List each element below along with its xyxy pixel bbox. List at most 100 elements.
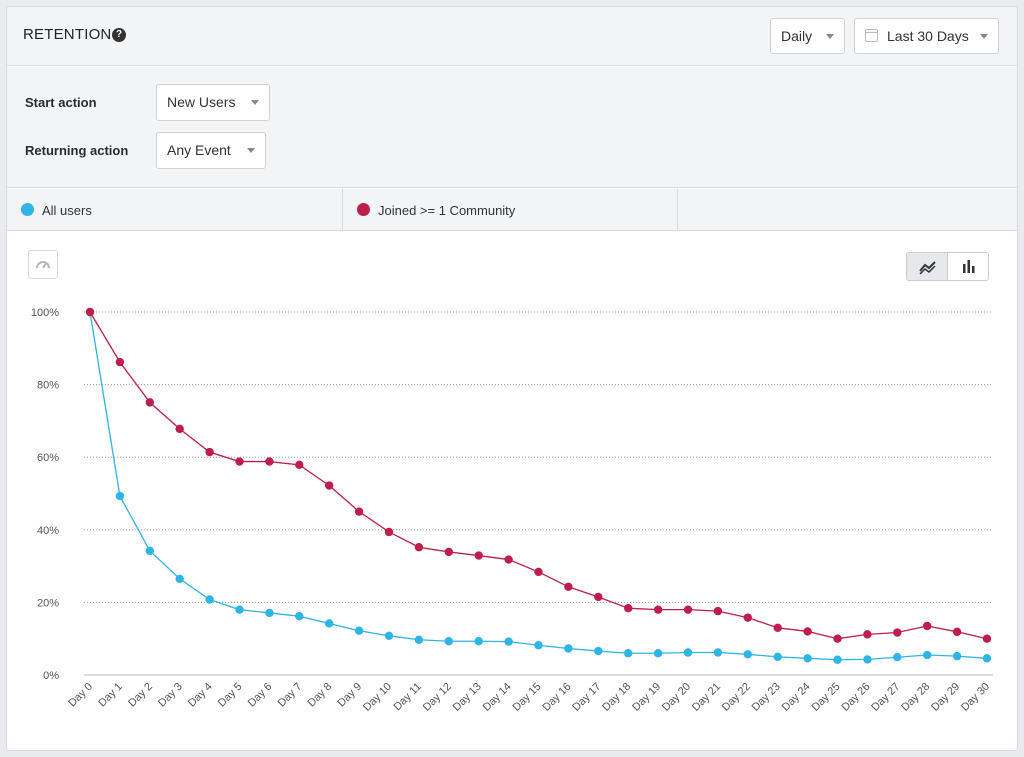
- x-tick-label: Day 7: [276, 681, 305, 710]
- data-point-joined-community: [713, 606, 723, 616]
- bar-chart-icon: [963, 260, 975, 273]
- x-tick-label: Day 11: [391, 681, 424, 714]
- data-point-all-users: [325, 619, 334, 628]
- data-point-joined-community: [624, 604, 633, 613]
- legend-item-all-users[interactable]: All users: [7, 189, 343, 231]
- y-tick-label: 60%: [37, 452, 59, 464]
- data-point-joined-community: [653, 605, 663, 614]
- gauge-button[interactable]: [28, 250, 58, 279]
- chart-type-toggle: [906, 252, 989, 281]
- panel-header: RETENTION ? Daily Last 30 Days: [7, 7, 1017, 66]
- bar-chart-button[interactable]: [948, 253, 988, 280]
- x-tick-label: Day 14: [481, 681, 514, 714]
- chevron-down-icon: [247, 148, 255, 153]
- data-point-all-users: [295, 611, 304, 621]
- data-point-all-users: [384, 631, 394, 640]
- data-point-all-users: [414, 635, 424, 644]
- interval-dropdown[interactable]: Daily: [770, 18, 845, 54]
- x-tick-label: Day 23: [750, 681, 783, 714]
- data-point-all-users: [833, 655, 842, 664]
- start-action-label: Start action: [25, 95, 97, 110]
- chevron-down-icon: [826, 34, 834, 39]
- data-point-all-users: [504, 637, 513, 646]
- data-point-joined-community: [773, 623, 782, 633]
- x-tick-label: Day 2: [126, 681, 155, 710]
- legend-item-joined-community[interactable]: Joined >= 1 Community: [343, 189, 678, 231]
- data-point-all-users: [893, 653, 902, 662]
- data-point-all-users: [444, 637, 453, 646]
- x-tick-label: Day 1: [96, 681, 125, 710]
- data-point-all-users: [713, 648, 723, 657]
- legend-label: Joined >= 1 Community: [378, 203, 516, 218]
- date-range-dropdown[interactable]: Last 30 Days: [854, 18, 999, 54]
- data-point-joined-community: [354, 507, 364, 516]
- x-tick-label: Day 24: [780, 681, 813, 714]
- line-chart-icon: [919, 261, 936, 275]
- returning-action-dropdown[interactable]: Any Event: [156, 132, 266, 169]
- data-point-joined-community: [175, 424, 184, 434]
- start-action-dropdown[interactable]: New Users: [156, 84, 270, 121]
- x-tick-label: Day 3: [156, 681, 185, 710]
- data-point-joined-community: [683, 605, 693, 614]
- data-point-joined-community: [235, 457, 244, 466]
- x-tick-label: Day 18: [600, 681, 633, 714]
- y-tick-label: 0%: [43, 670, 59, 682]
- x-tick-label: Day 20: [660, 681, 693, 714]
- data-point-joined-community: [265, 457, 274, 466]
- data-point-joined-community: [743, 613, 752, 622]
- x-tick-label: Day 16: [540, 681, 573, 714]
- x-tick-label: Day 15: [510, 681, 543, 714]
- chevron-down-icon: [251, 100, 259, 105]
- retention-panel: RETENTION ? Daily Last 30 Days Start act…: [6, 6, 1018, 751]
- data-point-joined-community: [594, 592, 603, 602]
- data-point-all-users: [265, 608, 274, 618]
- interval-dropdown-label: Daily: [781, 28, 813, 44]
- data-point-joined-community: [414, 543, 424, 552]
- data-point-all-users: [624, 649, 633, 658]
- legend-dot: [21, 203, 34, 216]
- data-point-all-users: [205, 595, 214, 604]
- data-point-joined-community: [474, 551, 483, 560]
- data-point-joined-community: [295, 460, 304, 470]
- data-point-all-users: [115, 491, 125, 501]
- data-point-joined-community: [444, 547, 453, 557]
- legend-dot: [357, 203, 370, 216]
- data-point-all-users: [175, 574, 184, 584]
- data-point-all-users: [594, 646, 603, 656]
- data-point-joined-community: [534, 567, 543, 577]
- x-tick-label: Day 8: [306, 681, 335, 710]
- x-tick-label: Day 0: [66, 681, 95, 710]
- data-point-joined-community: [833, 634, 842, 643]
- data-point-joined-community: [145, 398, 154, 407]
- data-point-all-users: [863, 655, 872, 664]
- x-tick-label: Day 10: [361, 681, 394, 714]
- panel-title: RETENTION: [23, 26, 112, 43]
- data-point-all-users: [564, 644, 573, 653]
- y-tick-label: 100%: [31, 307, 59, 319]
- gauge-icon: [36, 261, 50, 269]
- help-icon[interactable]: ?: [112, 28, 126, 42]
- x-tick-label: Day 29: [929, 681, 962, 714]
- x-tick-label: Day 25: [809, 681, 842, 714]
- x-tick-label: Day 28: [899, 681, 932, 714]
- data-point-joined-community: [803, 627, 812, 636]
- data-point-all-users: [235, 605, 244, 614]
- data-point-all-users: [354, 626, 364, 635]
- data-point-all-users: [803, 654, 812, 663]
- data-point-joined-community: [982, 634, 992, 643]
- y-tick-label: 80%: [37, 380, 59, 392]
- x-tick-label: Day 4: [186, 681, 215, 710]
- legend-label: All users: [42, 203, 92, 218]
- series-line-joined-community: [89, 311, 988, 640]
- data-point-all-users: [474, 637, 483, 646]
- line-chart-button[interactable]: [907, 253, 948, 280]
- x-tick-label: Day 13: [451, 681, 484, 714]
- series-line-all-users: [89, 311, 988, 661]
- data-point-all-users: [982, 654, 992, 663]
- data-point-all-users: [743, 650, 752, 659]
- retention-line-chart: 0%20%40%60%80%100%Day 0 Day 1 Day 2 Day 3 Da…: [31, 307, 993, 714]
- filters-section: Start action New Users Returning action …: [7, 67, 1017, 188]
- x-tick-label: Day 12: [421, 681, 454, 714]
- x-tick-label: Day 21: [690, 681, 723, 714]
- data-point-joined-community: [115, 357, 125, 367]
